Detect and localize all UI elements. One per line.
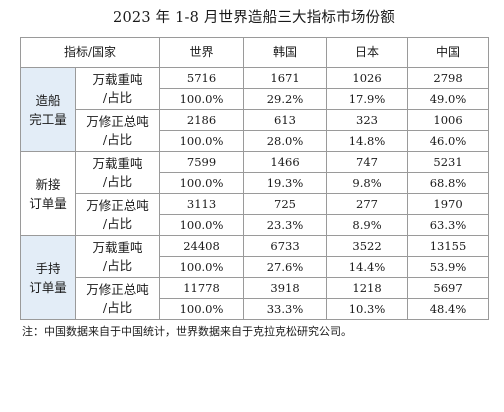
category-cell: 手持 订单量 <box>20 235 76 320</box>
metric-label-cell: 万载重吨 /占比 <box>74 67 161 110</box>
metric-line: 万载重吨 <box>92 155 143 171</box>
table-row: 造船 完工量 万载重吨 /占比 5716 1671 1026 2798 <box>20 67 490 152</box>
metric-label-cell: 万修正总吨 /占比 <box>74 193 161 236</box>
share-cell: 100.0% <box>159 172 245 194</box>
share-cell: 14.4% <box>326 256 409 278</box>
table-row: 万修正总吨 /占比 11778 3918 1218 5697 <box>21 277 490 320</box>
category-line: 完工量 <box>29 111 67 127</box>
metric-line: 万修正总吨 <box>86 197 149 213</box>
page-title: 2023 年 1-8 月世界造船三大指标市场份额 <box>113 10 395 26</box>
metric-line: /占比 <box>102 257 133 273</box>
value-cell: 1218 <box>326 277 409 299</box>
value-cell: 3918 <box>243 277 328 299</box>
metric-line: /占比 <box>102 215 133 231</box>
value-cell: 5231 <box>407 151 490 173</box>
value-cell: 323 <box>326 109 409 131</box>
value-cell: 2186 <box>159 109 245 131</box>
metric-label-cell: 万修正总吨 /占比 <box>74 109 161 152</box>
category-cell: 造船 完工量 <box>20 67 76 152</box>
header-cell-world: 世界 <box>159 37 245 68</box>
share-cell: 9.8% <box>326 172 409 194</box>
value-cell: 7599 <box>159 151 245 173</box>
value-cell: 5697 <box>407 277 490 299</box>
table-row: 100.0% 27.6% 14.4% 53.9% <box>21 256 490 278</box>
share-cell: 53.9% <box>407 256 490 278</box>
header-cell-china: 中国 <box>407 37 490 68</box>
metric-line: 万修正总吨 <box>86 113 149 129</box>
category-line: 手持 <box>35 260 61 276</box>
table-row: 新接 订单量 万载重吨 /占比 7599 1466 747 5231 <box>20 151 490 236</box>
share-cell: 19.3% <box>243 172 328 194</box>
share-cell: 23.3% <box>243 214 328 236</box>
share-cell: 100.0% <box>159 298 245 320</box>
share-cell: 17.9% <box>326 88 409 110</box>
share-cell: 33.3% <box>243 298 328 320</box>
metric-line: /占比 <box>102 299 133 315</box>
value-cell: 1006 <box>407 109 490 131</box>
header-cell-japan: 日本 <box>326 37 409 68</box>
share-cell: 46.0% <box>407 130 490 152</box>
value-cell: 277 <box>326 193 409 215</box>
metric-line: 万载重吨 <box>92 239 143 255</box>
share-cell: 14.8% <box>326 130 409 152</box>
category-line: 造船 <box>35 92 61 108</box>
value-cell: 725 <box>243 193 328 215</box>
share-cell: 10.3% <box>326 298 409 320</box>
value-cell: 13155 <box>407 235 490 257</box>
share-cell: 63.3% <box>407 214 490 236</box>
share-cell: 100.0% <box>159 214 245 236</box>
category-cell: 新接 订单量 <box>20 151 76 236</box>
value-cell: 11778 <box>159 277 245 299</box>
table-row: 100.0% 19.3% 9.8% 68.8% <box>21 172 490 194</box>
value-cell: 747 <box>326 151 409 173</box>
footnote: 注：中国数据来自于中国统计，世界数据来自于克拉克松研究公司。 <box>22 325 352 338</box>
share-cell: 28.0% <box>243 130 328 152</box>
metric-line: /占比 <box>102 89 133 105</box>
value-cell: 3113 <box>159 193 245 215</box>
market-share-table: 指标/国家 世界 韩国 日本 中国 造船 完工量 万载重吨 /占比 5716 1… <box>19 37 490 320</box>
header-row: 指标/国家 世界 韩国 日本 中国 <box>19 37 490 68</box>
value-cell: 1026 <box>326 67 409 89</box>
share-cell: 29.2% <box>243 88 328 110</box>
table-row: 100.0% 33.3% 10.3% 48.4% <box>21 298 490 320</box>
value-cell: 1970 <box>407 193 490 215</box>
metric-label-cell: 万修正总吨 /占比 <box>74 277 161 320</box>
value-cell: 613 <box>243 109 328 131</box>
header-cell-korea: 韩国 <box>243 37 328 68</box>
table-row: 万修正总吨 /占比 2186 613 323 1006 <box>21 109 490 152</box>
header-cell-indicator: 指标/国家 <box>19 37 161 68</box>
table-row: 万修正总吨 /占比 3113 725 277 1970 <box>21 193 490 236</box>
table-row: 100.0% 23.3% 8.9% 63.3% <box>21 214 490 236</box>
metric-line: /占比 <box>102 173 133 189</box>
metric-line: 万载重吨 <box>92 71 143 87</box>
value-cell: 2798 <box>407 67 490 89</box>
category-line: 订单量 <box>29 279 67 295</box>
category-line: 订单量 <box>29 195 67 211</box>
share-cell: 68.8% <box>407 172 490 194</box>
share-cell: 49.0% <box>407 88 490 110</box>
value-cell: 24408 <box>159 235 245 257</box>
value-cell: 6733 <box>243 235 328 257</box>
category-line: 新接 <box>35 176 61 192</box>
share-cell: 48.4% <box>407 298 490 320</box>
share-cell: 8.9% <box>326 214 409 236</box>
share-cell: 27.6% <box>243 256 328 278</box>
value-cell: 5716 <box>159 67 245 89</box>
table-row: 手持 订单量 万载重吨 /占比 24408 6733 3522 13155 <box>20 235 490 320</box>
value-cell: 1671 <box>243 67 328 89</box>
value-cell: 3522 <box>326 235 409 257</box>
share-cell: 100.0% <box>159 88 245 110</box>
metric-line: /占比 <box>102 131 133 147</box>
share-cell: 100.0% <box>159 256 245 278</box>
metric-label-cell: 万载重吨 /占比 <box>74 235 161 278</box>
metric-line: 万修正总吨 <box>86 281 149 297</box>
metric-label-cell: 万载重吨 /占比 <box>74 151 161 194</box>
share-cell: 100.0% <box>159 130 245 152</box>
value-cell: 1466 <box>243 151 328 173</box>
